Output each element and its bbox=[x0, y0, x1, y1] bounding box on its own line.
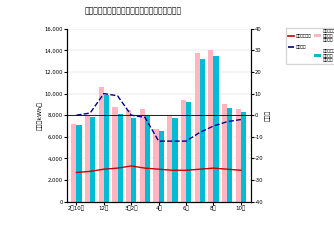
Bar bbox=[159, 132, 164, 202]
Bar bbox=[112, 107, 118, 202]
Bar bbox=[90, 117, 95, 202]
Bar bbox=[222, 104, 227, 202]
Y-axis label: （％）: （％） bbox=[265, 110, 270, 121]
Bar bbox=[186, 102, 191, 202]
Y-axis label: （百万kWh）: （百万kWh） bbox=[37, 101, 43, 130]
Bar bbox=[131, 119, 137, 202]
Bar bbox=[236, 109, 241, 202]
Bar bbox=[208, 50, 213, 202]
Bar bbox=[126, 110, 131, 202]
Bar bbox=[153, 129, 159, 202]
Bar bbox=[241, 112, 246, 202]
Bar bbox=[167, 116, 172, 202]
Bar bbox=[200, 59, 205, 202]
Bar bbox=[104, 95, 109, 202]
Text: 電力需要実績・発電実績及び前年同月比の推移: 電力需要実績・発電実績及び前年同月比の推移 bbox=[85, 6, 182, 15]
Legend: 電力需要実績, 発電実績, 前年同月比
（需要）
（参照）, 前年同月比
（発電）
（実績）: 電力需要実績, 発電実績, 前年同月比 （需要） （参照）, 前年同月比 （発電… bbox=[286, 28, 334, 64]
Bar bbox=[145, 116, 150, 202]
Bar bbox=[140, 109, 145, 202]
Bar bbox=[85, 116, 90, 202]
Bar bbox=[71, 124, 76, 202]
Bar bbox=[213, 56, 219, 202]
Bar bbox=[99, 87, 104, 202]
Bar bbox=[118, 114, 123, 202]
Bar bbox=[195, 53, 200, 202]
Bar bbox=[76, 125, 81, 202]
Bar bbox=[227, 108, 232, 202]
Bar bbox=[172, 119, 178, 202]
Bar bbox=[181, 100, 186, 202]
